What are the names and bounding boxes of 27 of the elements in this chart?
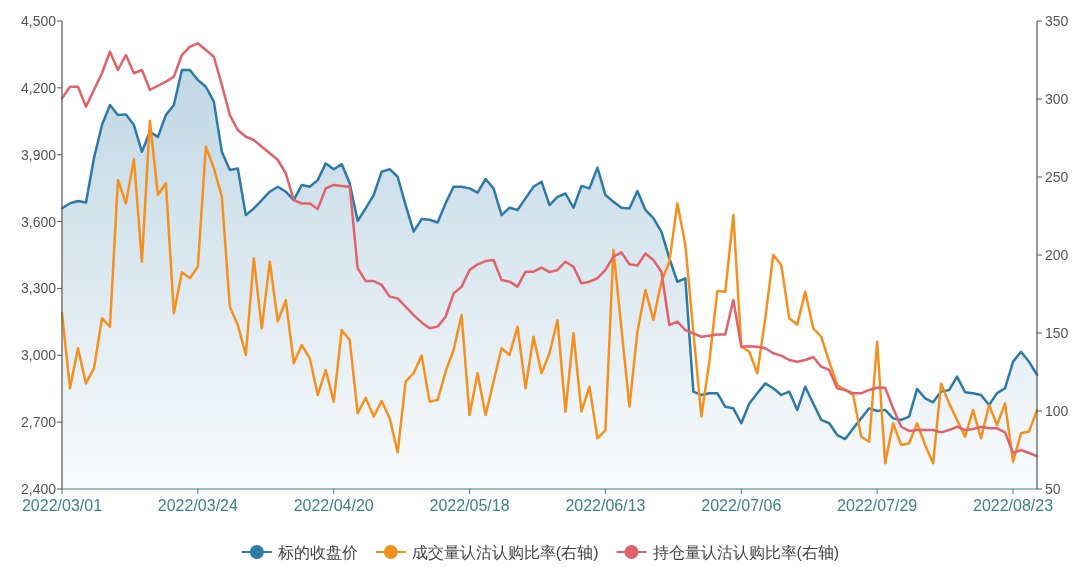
- x-tick-label: 2022/04/20: [293, 497, 374, 514]
- y2-tick-label: 350: [1045, 13, 1069, 29]
- y-tick-label: 3,600: [20, 213, 57, 230]
- y-tick-label: 3,300: [20, 280, 57, 297]
- x-tick-label: 2022/03/01: [21, 497, 103, 514]
- y-tick-label: 2,700: [20, 414, 57, 431]
- y-tick-label: 3,900: [20, 146, 57, 163]
- x-tick-label: 2022/07/06: [701, 497, 782, 514]
- legend-label: 成交量认沽认购比率(右轴): [411, 544, 599, 561]
- y2-tick-label: 300: [1045, 91, 1069, 107]
- x-tick-label: 2022/07/29: [837, 497, 918, 514]
- y-tick-label: 3,000: [20, 347, 57, 364]
- y2-tick-label: 100: [1045, 403, 1069, 419]
- y-tick-label: 2,400: [20, 481, 57, 497]
- y-tick-label: 4,500: [20, 13, 57, 29]
- x-tick-label: 2022/05/18: [429, 497, 510, 514]
- x-tick-label: 2022/03/24: [157, 497, 238, 514]
- legend-label: 标的收盘价: [276, 544, 358, 561]
- line-series: [60, 119, 1039, 465]
- y2-tick-label: 150: [1045, 325, 1069, 341]
- y2-tick-label: 250: [1045, 169, 1069, 185]
- y-tick-label: 4,200: [20, 79, 57, 96]
- x-tick-label: 2022/08/23: [972, 497, 1054, 514]
- y2-tick-label: 50: [1045, 481, 1061, 497]
- y2-tick-label: 200: [1045, 247, 1069, 263]
- legend-label: 持仓量认沽认购比率(右轴): [652, 544, 840, 561]
- x-tick-label: 2022/06/13: [565, 497, 646, 514]
